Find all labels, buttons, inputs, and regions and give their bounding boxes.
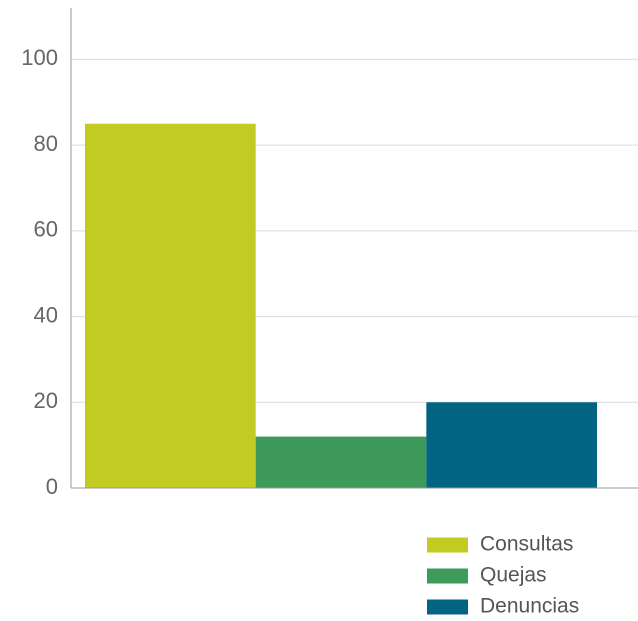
y-tick-label: 60 xyxy=(34,217,58,242)
legend-swatch xyxy=(427,568,468,584)
legend-label: Consultas xyxy=(480,533,573,556)
bar xyxy=(85,123,256,488)
legend-swatch xyxy=(427,537,468,553)
legend-label: Quejas xyxy=(480,564,547,587)
bar xyxy=(255,436,427,488)
y-tick-label: 0 xyxy=(46,474,58,499)
legend-swatch xyxy=(427,599,468,615)
y-tick-label: 20 xyxy=(34,388,58,413)
legend-label: Denuncias xyxy=(480,595,579,618)
bar xyxy=(426,402,597,488)
y-tick-label: 80 xyxy=(34,131,58,156)
y-tick-label: 40 xyxy=(34,302,58,327)
y-tick-label: 100 xyxy=(21,45,58,70)
